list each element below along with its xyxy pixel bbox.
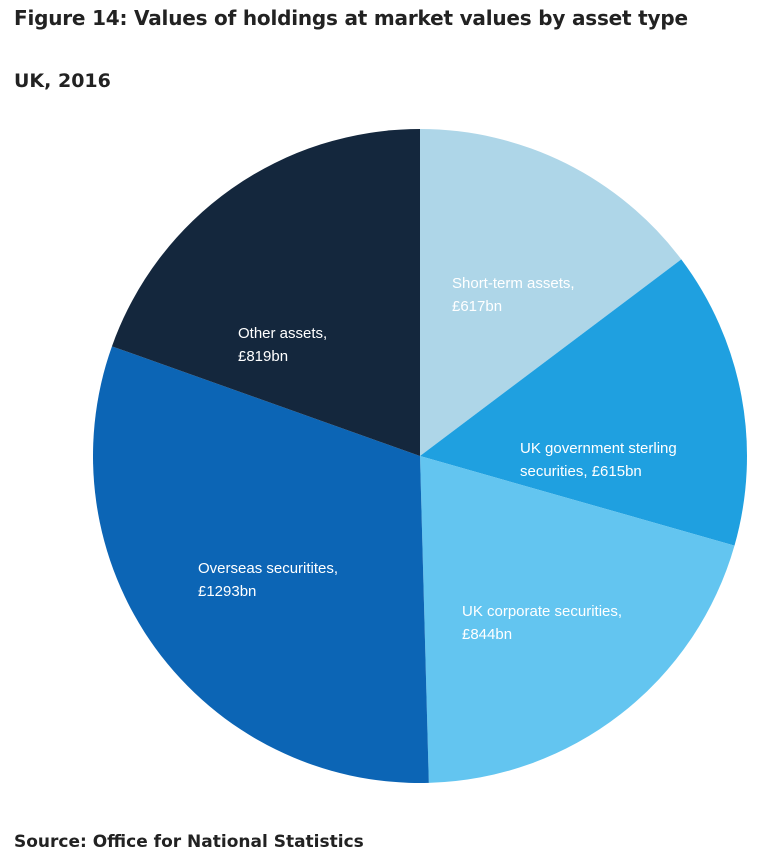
slice-label: UK government sterling securities, £615b…	[520, 437, 710, 483]
slice-label: Other assets, £819bn	[238, 322, 358, 368]
pie-slice	[420, 456, 735, 783]
slice-label: UK corporate securities, £844bn	[462, 600, 652, 646]
slice-category: UK corporate securities,	[462, 603, 623, 620]
slice-value: £1293bn	[198, 583, 257, 600]
slice-category: Short-term assets,	[452, 275, 575, 292]
pie-slice	[420, 259, 747, 546]
chart-subtitle: UK, 2016	[14, 70, 111, 92]
pie-slice	[92, 346, 429, 783]
slice-label: Short-term assets, £617bn	[452, 272, 612, 318]
slice-value: £615bn	[591, 463, 642, 480]
slice-value: £617bn	[452, 298, 503, 315]
chart-title: Figure 14: Values of holdings at market …	[14, 6, 688, 30]
slice-value: £819bn	[238, 348, 289, 365]
slice-label: Overseas securitites, £1293bn	[198, 557, 368, 603]
source-note: Source: Office for National Statistics	[14, 832, 364, 852]
slice-value: £844bn	[462, 626, 513, 643]
slice-category: UK government sterling securities,	[520, 440, 677, 480]
slice-category: Other assets,	[238, 325, 328, 342]
slice-category: Overseas securitites,	[198, 560, 339, 577]
pie-slice	[111, 129, 421, 456]
pie-slice	[420, 129, 682, 456]
